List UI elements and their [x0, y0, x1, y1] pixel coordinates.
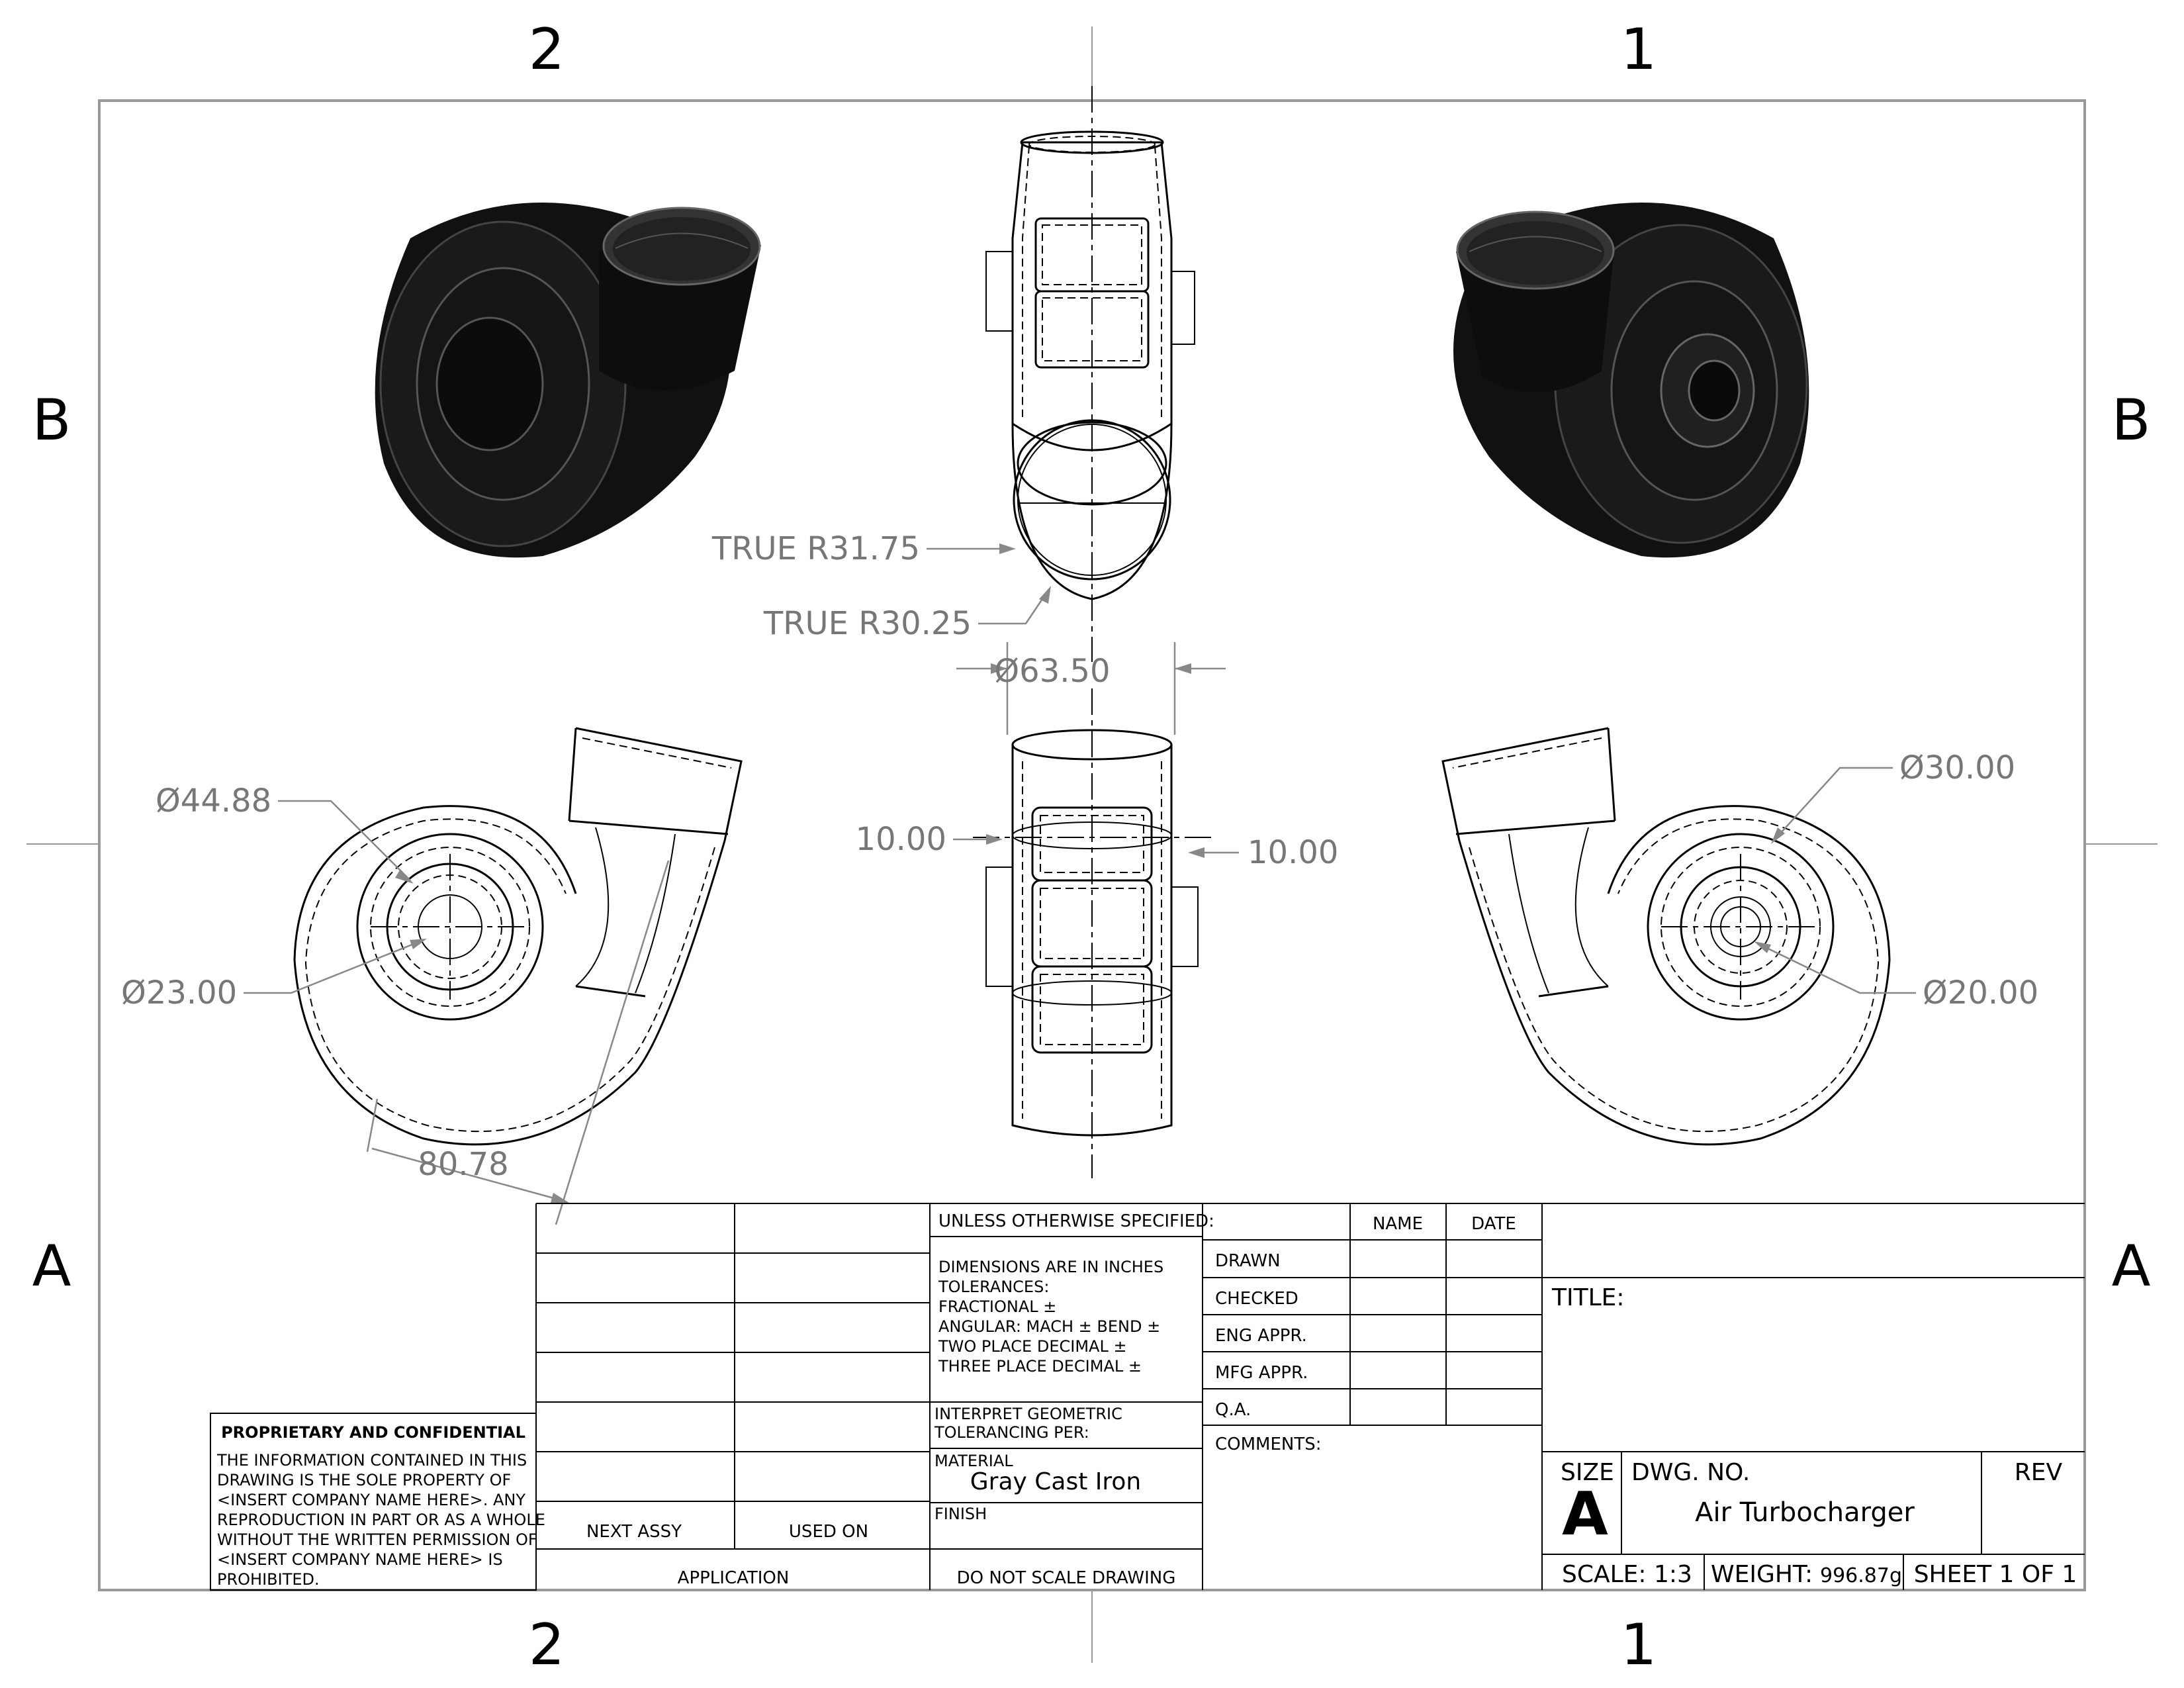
date-header: DATE	[1471, 1214, 1516, 1234]
zone-top-2: 2	[529, 17, 565, 83]
finish-label: FINISH	[934, 1505, 987, 1523]
dwg-no-value: Air Turbocharger	[1695, 1497, 1915, 1528]
weight-label: WEIGHT:	[1711, 1561, 1813, 1588]
row-checked: CHECKED	[1215, 1289, 1298, 1309]
zone-bottom-1: 1	[1621, 1612, 1657, 1678]
scale-label: SCALE: 1:3	[1562, 1561, 1692, 1588]
tolerance-line-2: TOLERANCES:	[938, 1278, 1049, 1296]
interpret-line-1: INTERPRET GEOMETRIC	[934, 1405, 1122, 1423]
dimensions: TRUE R31.75 TRUE R30.25 Ø63.50 10.00 10.…	[121, 530, 2038, 1225]
dim-wall-left: 10.00	[856, 821, 946, 858]
zone-right-a: A	[2112, 1233, 2151, 1299]
dim-wall-right: 10.00	[1248, 834, 1338, 871]
application-label: APPLICATION	[678, 1568, 790, 1588]
proprietary-line-6: <INSERT COMPANY NAME HERE> IS	[217, 1550, 503, 1569]
tolerance-line-1: DIMENSIONS ARE IN INCHES	[938, 1258, 1163, 1276]
next-assy-label: NEXT ASSY	[586, 1522, 682, 1542]
front-view	[973, 688, 1211, 1178]
name-header: NAME	[1373, 1214, 1423, 1234]
used-on-label: USED ON	[789, 1522, 868, 1542]
right-volute-view	[1441, 727, 1891, 1146]
size-value: A	[1562, 1479, 1608, 1549]
weight-value: 996.87g	[1820, 1564, 1902, 1587]
proprietary-line-2: DRAWING IS THE SOLE PROPERTY OF	[217, 1471, 511, 1489]
iso-view-right	[1453, 203, 1809, 558]
material-label: MATERIAL	[934, 1452, 1013, 1470]
comments-label: COMMENTS:	[1215, 1434, 1322, 1454]
iso-view-left	[375, 203, 761, 558]
zone-bottom-2: 2	[529, 1612, 565, 1678]
proprietary-line-7: PROHIBITED.	[217, 1570, 320, 1589]
zone-right-b: B	[2112, 387, 2151, 453]
row-mfg-appr: MFG APPR.	[1215, 1363, 1308, 1383]
unless-specified-label: UNLESS OTHERWISE SPECIFIED:	[938, 1211, 1214, 1231]
top-view	[985, 86, 1195, 662]
dim-dia-23: Ø23.00	[121, 974, 237, 1011]
proprietary-line-1: THE INFORMATION CONTAINED IN THIS	[216, 1451, 527, 1470]
dim-dia-63: Ø63.50	[994, 653, 1110, 690]
tolerance-line-5: TWO PLACE DECIMAL ±	[938, 1337, 1127, 1356]
tolerance-line-3: FRACTIONAL ±	[938, 1297, 1056, 1316]
proprietary-line-3: <INSERT COMPANY NAME HERE>. ANY	[217, 1491, 525, 1509]
proprietary-heading: PROPRIETARY AND CONFIDENTIAL	[221, 1423, 525, 1442]
tolerance-line-6: THREE PLACE DECIMAL ±	[938, 1357, 1142, 1376]
zone-left-a: A	[32, 1233, 71, 1299]
dim-len-80: 80.78	[418, 1146, 508, 1183]
dim-dia-20: Ø20.00	[1923, 974, 2038, 1011]
row-eng-appr: ENG APPR.	[1215, 1326, 1307, 1346]
dim-dia-30: Ø30.00	[1899, 749, 2015, 786]
dim-dia-44: Ø44.88	[156, 782, 271, 820]
size-label: SIZE	[1561, 1459, 1614, 1486]
title-label: TITLE:	[1551, 1284, 1625, 1311]
row-drawn: DRAWN	[1215, 1251, 1281, 1271]
zone-left-b: B	[32, 387, 71, 453]
interpret-line-2: TOLERANCING PER:	[934, 1423, 1089, 1442]
do-not-scale-label: DO NOT SCALE DRAWING	[957, 1568, 1176, 1588]
left-volute-view	[293, 727, 743, 1146]
dim-true-r-outer: TRUE R31.75	[711, 530, 920, 567]
tolerance-line-4: ANGULAR: MACH ± BEND ±	[938, 1317, 1160, 1336]
zone-top-1: 1	[1621, 17, 1657, 83]
row-qa: Q.A.	[1215, 1400, 1251, 1420]
proprietary-note: PROPRIETARY AND CONFIDENTIAL THE INFORMA…	[210, 1413, 545, 1591]
rev-label: REV	[2015, 1459, 2063, 1486]
sheet-label: SHEET 1 OF 1	[1914, 1561, 2077, 1588]
title-block: UNLESS OTHERWISE SPECIFIED: DIMENSIONS A…	[535, 1203, 2085, 1590]
material-value: Gray Cast Iron	[970, 1468, 1142, 1495]
proprietary-line-4: REPRODUCTION IN PART OR AS A WHOLE	[217, 1511, 545, 1529]
proprietary-line-5: WITHOUT THE WRITTEN PERMISSION OF	[217, 1530, 537, 1549]
dim-true-r-inner: TRUE R30.25	[763, 605, 972, 642]
dwg-no-label: DWG. NO.	[1631, 1459, 1750, 1486]
